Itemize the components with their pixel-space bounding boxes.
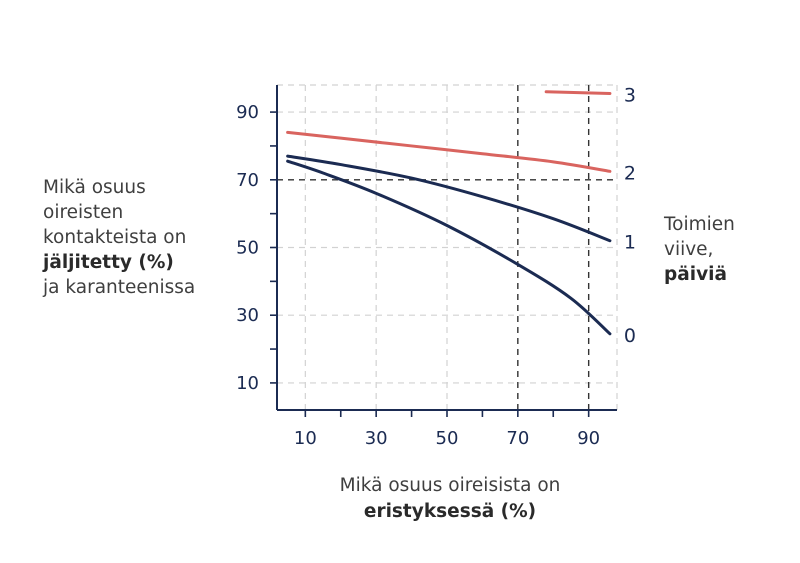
y-axis-label-line: kontakteista on (43, 227, 187, 248)
y-axis-label-bold: jäljitetty (%) (43, 252, 174, 273)
x-tick-label: 10 (294, 428, 317, 449)
series-label-1: 1 (624, 232, 636, 254)
x-tick-label: 90 (577, 428, 600, 449)
series-axis-label-line: viive, (664, 239, 714, 260)
series-label-3: 3 (624, 84, 636, 106)
x-axis-label-line: Mikä osuus oireisista on (339, 475, 561, 496)
series-line-1 (286, 154, 612, 243)
x-axis-label-bold: eristyksessä (%) (363, 501, 537, 522)
series-line-0 (286, 159, 612, 336)
series-lines (286, 90, 612, 336)
y-axis-label-line: oireisten (43, 202, 124, 223)
grid (277, 84, 618, 410)
y-tick-label: 30 (236, 305, 259, 326)
y-axis-label: Mikä osuus oireisten kontakteista on jäl… (43, 175, 233, 300)
y-axis-label-line: Mikä osuus (43, 177, 146, 198)
y-axis-label-tail: ja karanteenissa (43, 277, 196, 298)
series-label-0: 0 (624, 325, 636, 347)
reference-lines (277, 85, 617, 410)
x-axis-label: Mikä osuus oireisista on eristyksessä (%… (250, 473, 650, 525)
series-axis-label-line: Toimien (664, 214, 735, 235)
y-tick-label: 50 (236, 238, 259, 259)
series-line-3 (544, 90, 612, 95)
series-axis-label-bold: päiviä (664, 264, 727, 285)
y-tick-label: 10 (236, 373, 259, 394)
x-tick-label: 30 (365, 428, 388, 449)
x-tick-label: 70 (506, 428, 529, 449)
series-axis-label: Toimien viive, päiviä (664, 212, 774, 287)
series-label-2: 2 (624, 162, 636, 184)
axes (270, 85, 617, 417)
y-tick-label: 90 (236, 102, 259, 123)
series-line-2 (286, 130, 612, 173)
x-tick-label: 50 (436, 428, 459, 449)
y-tick-label: 70 (236, 170, 259, 191)
